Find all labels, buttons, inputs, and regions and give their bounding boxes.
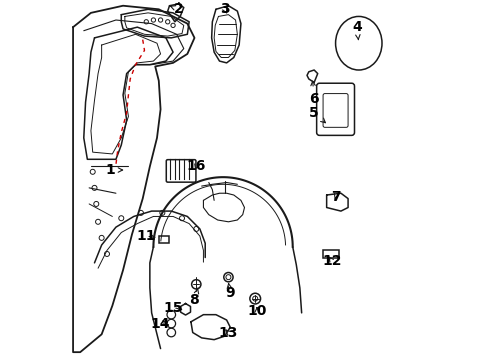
Text: 16: 16	[186, 159, 205, 174]
Text: 6: 6	[309, 81, 318, 105]
Text: 8: 8	[189, 288, 199, 307]
Text: 14: 14	[150, 316, 170, 330]
Bar	[159, 236, 169, 243]
Bar	[323, 250, 339, 258]
Text: 9: 9	[225, 283, 235, 300]
Text: 2: 2	[170, 2, 183, 16]
Text: 1: 1	[105, 163, 122, 177]
Text: 11: 11	[136, 229, 156, 243]
Text: 12: 12	[322, 254, 341, 268]
Text: 7: 7	[330, 190, 340, 204]
Text: 10: 10	[247, 304, 266, 318]
Text: 5: 5	[308, 106, 325, 123]
Text: 4: 4	[351, 20, 361, 40]
Text: 15: 15	[163, 301, 183, 315]
Text: 13: 13	[218, 325, 238, 339]
Text: 3: 3	[220, 2, 229, 16]
